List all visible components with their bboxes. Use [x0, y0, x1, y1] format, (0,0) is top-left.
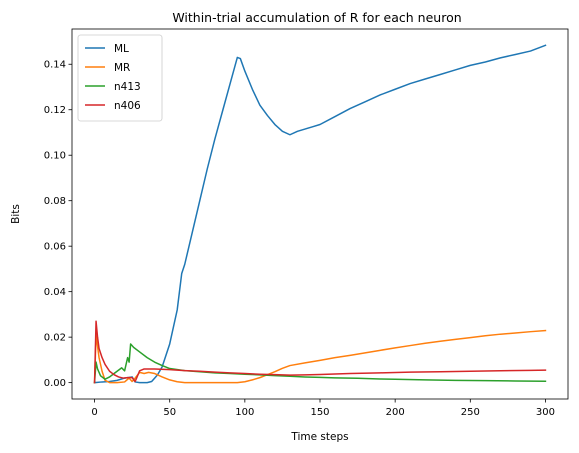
y-tick-label: 0.14 [44, 60, 66, 71]
x-tick-label: 300 [536, 407, 555, 418]
legend-label-n406: n406 [114, 100, 141, 112]
y-tick-label: 0.08 [44, 196, 66, 207]
y-tick-label: 0.04 [44, 287, 66, 298]
x-axis-label: Time steps [290, 431, 348, 443]
legend: ML MR n413 n406 [78, 35, 162, 121]
x-tick-label: 50 [163, 407, 176, 418]
y-axis-label: Bits [10, 204, 22, 224]
x-tick-label: 200 [386, 407, 405, 418]
chart-title: Within-trial accumulation of R for each … [172, 10, 461, 25]
legend-label-ML: ML [114, 43, 129, 55]
y-tick-label: 0.12 [44, 105, 66, 116]
x-tick-label: 100 [235, 407, 254, 418]
y-tick-label: 0.00 [44, 378, 66, 389]
x-tick-label: 0 [91, 407, 97, 418]
legend-label-n413: n413 [114, 81, 141, 93]
x-tick-label: 250 [461, 407, 480, 418]
y-tick-label: 0.02 [44, 333, 66, 344]
y-tick-label: 0.10 [44, 151, 66, 162]
x-tick-label: 150 [310, 407, 329, 418]
y-tick-label: 0.06 [44, 242, 66, 253]
legend-label-MR: MR [114, 62, 130, 74]
